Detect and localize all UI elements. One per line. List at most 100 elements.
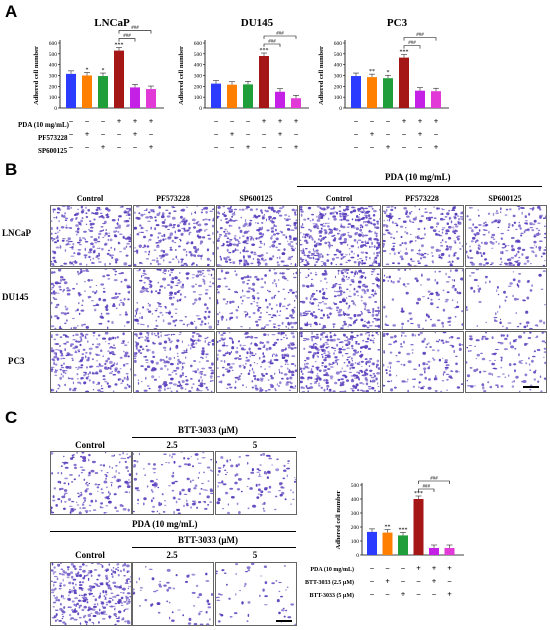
- figure-b: PDA (10 mg/mL) Control PF573228 SP600125…: [0, 170, 550, 400]
- y-tick-label: 0: [339, 106, 342, 112]
- chart-title: LNCaP: [94, 17, 130, 29]
- significance-marker: **: [385, 525, 391, 531]
- c-col-2-5-bottom: 2.5: [166, 550, 178, 560]
- col-pda-sp600125: SP600125: [488, 194, 522, 203]
- y-tick-label: 100: [194, 95, 203, 101]
- treatment-sign: −: [432, 590, 437, 599]
- treatment-sign: −: [402, 130, 407, 139]
- treatment-sign: +: [402, 117, 407, 126]
- scale-bar: [276, 620, 292, 622]
- bar: [398, 535, 408, 555]
- c-col-5-bottom: 5: [252, 550, 258, 560]
- row-lncap: LNCaP: [2, 228, 31, 238]
- row-pc3: PC3: [8, 356, 25, 366]
- significance-marker: ***: [260, 48, 269, 54]
- y-tick-label: 100: [334, 95, 343, 101]
- bar: [114, 50, 124, 108]
- treatment-sign: −: [447, 577, 452, 586]
- significance-marker: ***: [115, 43, 124, 49]
- micrograph: [216, 205, 298, 267]
- treatment-sign: −: [370, 143, 375, 152]
- treatment-sign: −: [69, 117, 74, 126]
- micrograph: [465, 331, 547, 393]
- treatment-sign: −: [416, 590, 421, 599]
- panel-label-a: A: [5, 2, 18, 21]
- y-tick-label: 0: [54, 106, 57, 112]
- significance-marker: *: [102, 68, 105, 74]
- bar: [66, 73, 76, 108]
- significance-marker: *: [86, 68, 89, 74]
- row-du145: DU145: [2, 292, 29, 302]
- treatment-sign: −: [101, 117, 106, 126]
- bar: [431, 91, 441, 108]
- treatment-sign: −: [386, 117, 391, 126]
- hash-marker: ###: [423, 485, 431, 490]
- y-axis-label: Adhered cell number: [178, 46, 185, 105]
- treatment-sign: +: [418, 130, 423, 139]
- treatment-sign: −: [101, 130, 106, 139]
- treatment-sign: +: [294, 143, 299, 152]
- btt-header-top: BTT-3033 (μM): [178, 425, 239, 435]
- pda-header-c: PDA (10 mg/mL): [132, 519, 198, 529]
- micrograph: [50, 562, 132, 626]
- micrograph: [216, 331, 298, 393]
- bar: [259, 56, 269, 108]
- y-axis-label: Adhered cell number: [335, 491, 342, 550]
- significance-marker: ***: [400, 50, 409, 56]
- bar: [367, 77, 377, 108]
- treatment-sign: −: [262, 143, 267, 152]
- micrograph: [50, 451, 132, 515]
- bar: [351, 76, 361, 108]
- pda-header: PDA (10 mg/mL): [385, 172, 451, 182]
- bar: [243, 84, 253, 108]
- treatment-sign: +: [246, 143, 251, 152]
- y-tick-label: 400: [49, 63, 58, 69]
- treatment-sign: −: [230, 117, 235, 126]
- y-tick-label: 200: [351, 525, 360, 531]
- treatment-sign: +: [294, 117, 299, 126]
- bar: [130, 87, 140, 108]
- panel-label-b: B: [5, 160, 18, 179]
- bar: [399, 57, 409, 108]
- significance-marker: ***: [414, 491, 423, 497]
- chart-title: PC3: [387, 17, 408, 29]
- treatment-sign: −: [69, 143, 74, 152]
- figure-c-chart: 0 100 200 300 400 500 Adhered cell number PDA (…: [305, 477, 464, 599]
- treatment-sign: −: [214, 130, 219, 139]
- treatment-sign: +: [432, 577, 437, 586]
- bar: [146, 89, 156, 108]
- treatment-sign: −: [214, 117, 219, 126]
- y-tick-label: 200: [334, 84, 343, 90]
- treatment-sign: −: [401, 577, 406, 586]
- col-pf573228: PF573228: [156, 194, 190, 203]
- bar: [367, 531, 377, 555]
- treatment-sign: −: [85, 143, 90, 152]
- y-tick-label: 600: [334, 41, 343, 47]
- row-label-pf573228: PF573228: [38, 134, 68, 142]
- y-tick-label: 200: [49, 84, 58, 90]
- pda-line-c: [50, 531, 296, 532]
- bar: [211, 83, 221, 108]
- micrograph: [132, 562, 214, 626]
- comparison-bracket: [263, 43, 281, 47]
- scale-bar: [523, 386, 539, 388]
- treatment-sign: +: [370, 130, 375, 139]
- comparison-bracket: [418, 488, 435, 492]
- hash-marker: ###: [123, 34, 131, 39]
- y-tick-label: 0: [356, 553, 359, 559]
- y-axis-label: Adhered cell number: [33, 46, 40, 105]
- y-tick-label: 500: [351, 483, 360, 489]
- treatment-sign: −: [370, 117, 375, 126]
- significance-marker: **: [369, 69, 375, 75]
- treatment-sign: −: [370, 577, 375, 586]
- treatment-row-label: BTT-3033 (5 μM): [309, 592, 354, 599]
- micrograph: [382, 205, 464, 267]
- treatment-sign: −: [385, 564, 390, 573]
- treatment-sign: +: [278, 130, 283, 139]
- y-tick-label: 500: [49, 52, 58, 58]
- panel-label-c: C: [5, 408, 18, 427]
- treatment-sign: +: [447, 564, 452, 573]
- treatment-sign: −: [117, 143, 122, 152]
- bar: [275, 91, 285, 108]
- bar: [98, 76, 108, 108]
